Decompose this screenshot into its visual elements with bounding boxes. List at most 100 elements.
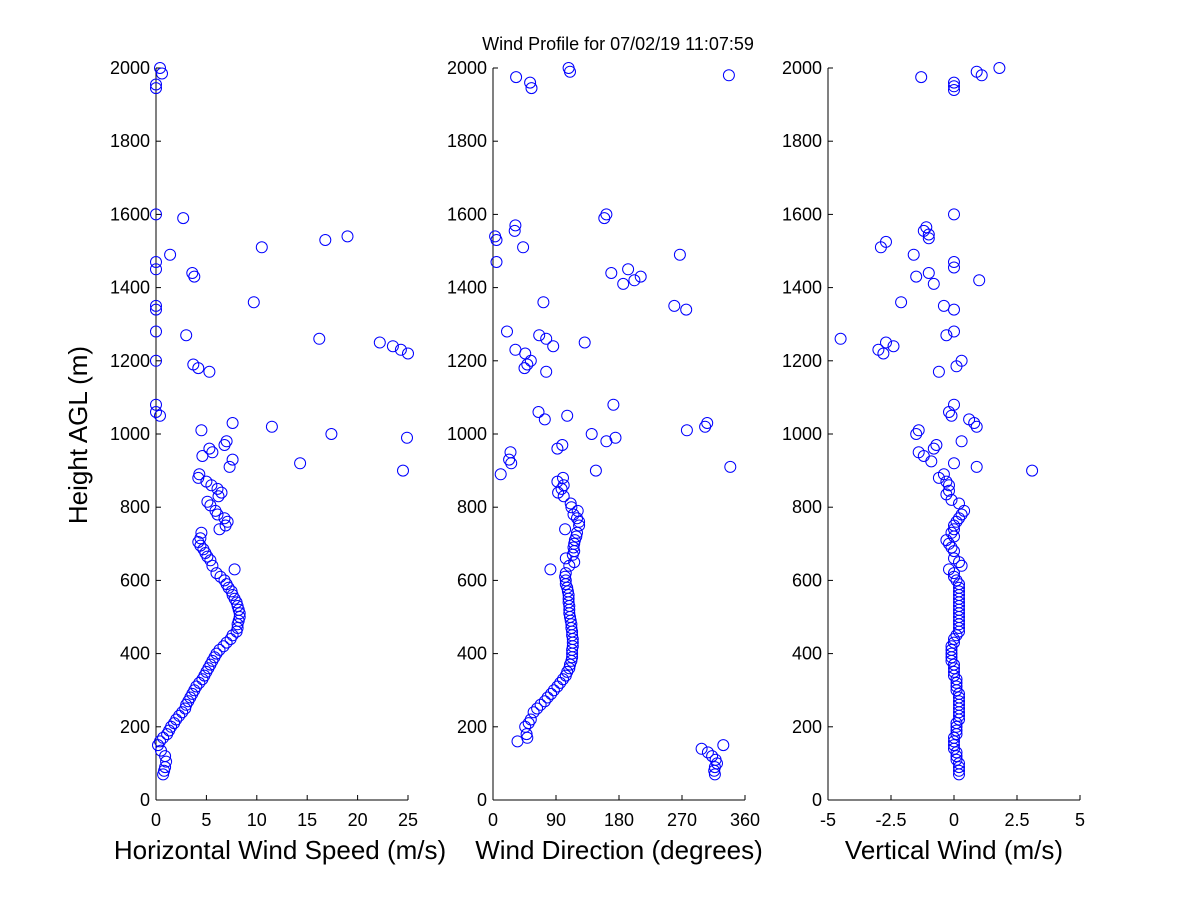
data-point — [948, 398, 960, 411]
data-point — [945, 493, 958, 506]
y-tick-label: 400 — [792, 644, 822, 664]
data-point — [708, 764, 721, 777]
data-point — [925, 455, 938, 468]
data-point — [585, 428, 598, 440]
x-tick-label: 0 — [949, 810, 959, 830]
data-point — [551, 442, 564, 455]
y-tick-label: 200 — [457, 717, 487, 737]
data-point — [708, 768, 721, 781]
data-point — [212, 490, 225, 503]
y-tick-label: 1600 — [782, 204, 822, 224]
data-point — [668, 299, 681, 312]
data-point — [940, 329, 953, 342]
data-point — [887, 340, 900, 353]
data-point — [211, 508, 224, 521]
data-point — [150, 208, 162, 221]
data-point — [950, 629, 963, 642]
data-point — [196, 450, 209, 462]
data-point — [204, 554, 217, 567]
data-point — [401, 431, 413, 444]
data-point — [224, 633, 237, 645]
data-point — [193, 676, 206, 689]
x-tick-label: 0 — [151, 810, 161, 830]
data-point — [948, 325, 960, 338]
data-point — [912, 424, 925, 437]
y-tick-label: 1400 — [447, 278, 487, 298]
data-point — [525, 82, 538, 95]
data-point — [699, 420, 712, 433]
data-point — [203, 365, 216, 378]
data-point — [228, 563, 241, 576]
data-point — [247, 296, 260, 309]
data-point — [970, 460, 983, 473]
data-point — [910, 270, 923, 283]
data-point — [915, 71, 928, 84]
data-point — [208, 651, 221, 664]
y-tick-label: 800 — [792, 497, 822, 517]
data-point — [150, 406, 162, 418]
data-point — [953, 556, 965, 569]
data-point — [950, 684, 963, 697]
data-point — [494, 468, 507, 481]
data-point — [192, 471, 205, 484]
data-point — [566, 651, 579, 664]
data-point — [673, 248, 686, 261]
horizontal-wind-speed-xlabel: Horizontal Wind Speed (m/s) — [114, 835, 446, 865]
data-point — [152, 739, 164, 752]
data-point — [950, 746, 963, 759]
data-point — [622, 263, 635, 276]
data-point — [164, 248, 177, 261]
data-point — [948, 523, 960, 536]
data-point — [177, 212, 190, 225]
y-tick-label: 1600 — [110, 204, 150, 224]
x-tick-label: 2.5 — [1004, 810, 1029, 830]
data-point — [397, 464, 409, 477]
data-point — [255, 241, 268, 254]
y-tick-label: 1000 — [782, 424, 822, 444]
data-point — [533, 329, 546, 342]
data-point — [910, 428, 923, 440]
data-point — [561, 409, 574, 422]
data-point — [196, 673, 209, 686]
data-point — [953, 764, 965, 777]
data-point — [176, 706, 189, 719]
data-point — [195, 424, 208, 437]
data-point — [547, 684, 560, 697]
data-point — [232, 614, 245, 627]
data-point — [218, 439, 231, 451]
data-point — [520, 728, 533, 741]
data-point — [955, 559, 968, 572]
data-point — [150, 299, 162, 312]
data-point — [948, 76, 960, 89]
y-tick-label: 2000 — [447, 58, 487, 78]
data-point — [948, 261, 960, 274]
data-point — [953, 622, 965, 634]
data-point — [505, 457, 518, 470]
data-point — [940, 475, 953, 488]
data-point — [188, 270, 201, 283]
data-point — [215, 486, 228, 499]
x-tick-label: 90 — [546, 810, 566, 830]
data-point — [722, 69, 735, 82]
data-point — [559, 552, 572, 565]
data-point — [313, 332, 326, 345]
data-point — [521, 358, 534, 371]
data-point — [834, 332, 847, 345]
data-point — [192, 362, 205, 375]
data-point — [948, 303, 960, 316]
data-point — [220, 636, 233, 649]
data-point — [680, 424, 693, 437]
data-point — [708, 761, 721, 774]
data-point — [970, 420, 983, 433]
vertical-wind-panel: 0 200 400 600 800 1000 1200 1400 1600 1800 2000 -5 -… — [782, 58, 1085, 830]
data-point — [150, 256, 162, 268]
y-tick-label: 0 — [477, 790, 487, 810]
data-point — [517, 241, 530, 254]
data-point — [231, 618, 244, 631]
data-point — [943, 537, 955, 550]
data-point — [195, 526, 208, 539]
data-point — [534, 698, 547, 711]
x-tick-label: 360 — [730, 810, 760, 830]
data-point — [993, 62, 1006, 74]
y-tick-label: 600 — [457, 570, 487, 590]
